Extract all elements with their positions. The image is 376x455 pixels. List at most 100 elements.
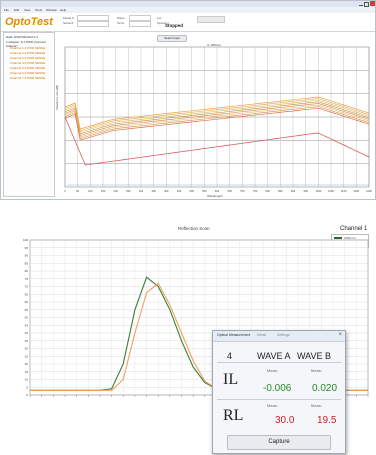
y-tick-label: 20: [25, 362, 29, 366]
minimize-icon[interactable]: [359, 2, 363, 6]
il-plot-svg: 0 50 100 150 200 250 300 350 400 450 500 550 600 650 7…: [64, 46, 372, 193]
select-input-button[interactable]: Select Input: [157, 35, 187, 42]
data-point: [99, 389, 101, 391]
optical-measurement-dialog: Optical Measurement Detail Settings × 4 …: [212, 330, 346, 454]
data-point: [204, 380, 206, 382]
x-tick-label: 550: [202, 189, 207, 193]
il-curve: [64, 107, 370, 141]
rl-wave-a-value: 30.0: [275, 415, 295, 426]
data-point: [192, 360, 194, 362]
y-tick-label: 65: [25, 292, 29, 296]
dialog-divider: [217, 399, 341, 400]
menu-file[interactable]: File: [4, 8, 9, 12]
x-tick-label: 1050: [328, 189, 334, 193]
x-tick-label: 100: [88, 189, 93, 193]
header-field-temp: Temp: [117, 21, 125, 25]
x-tick-label: 500: [190, 189, 195, 193]
app-logo: OptoTest: [5, 16, 53, 28]
x-tick-label: 600: [215, 189, 220, 193]
meas-label: Meas:: [267, 403, 278, 408]
data-point: [122, 379, 124, 380]
wave-input[interactable]: [129, 15, 151, 21]
x-axis-label: Wavelength: [207, 194, 223, 198]
data-point: [87, 389, 89, 391]
dialog-tab-detail[interactable]: Detail: [257, 333, 266, 337]
x-tick-label: 150: [101, 189, 106, 193]
il-wave-b-value: 0.020: [312, 383, 338, 394]
y-tick-label: 0: [26, 393, 28, 397]
legend-label-1550: 1550 nm: [344, 236, 356, 240]
il-curve: [64, 98, 370, 132]
title-bar: [1, 1, 375, 7]
menu-help[interactable]: Help: [60, 8, 67, 12]
device-item[interactable]: Channel 2-3 PWR SENSE: [10, 51, 46, 55]
device-item[interactable]: Channel 1-3 PWR SENSE: [10, 46, 46, 50]
plot-title: IL 1550nm: [207, 43, 222, 47]
insertion-loss-plot: Select Input IL 1550nm Insertion Loss (d…: [55, 32, 375, 199]
y-tick-label: 100: [23, 238, 28, 242]
plot-curves: [64, 96, 370, 186]
result-indicator: [197, 16, 225, 23]
x-tick-label: 0: [64, 189, 66, 193]
chart-title: Reflection Scan: [178, 226, 210, 231]
il-curve: [64, 99, 370, 133]
y-tick-label: 85: [25, 261, 29, 265]
capture-button[interactable]: Capture: [227, 435, 331, 450]
status-label: Stopped: [165, 23, 183, 28]
close-icon[interactable]: [370, 1, 375, 6]
menu-view[interactable]: View: [24, 8, 31, 12]
il-curve: [64, 101, 370, 135]
data-point: [41, 389, 43, 391]
header-field-lot: Lot: [157, 16, 162, 20]
il-curve: [64, 103, 370, 136]
y-tick-label: 10: [25, 378, 29, 382]
x-tick-label: 900: [291, 189, 296, 193]
header-panel: OptoTest Model # Serial # Wave Temp Lot …: [1, 13, 375, 32]
device-item[interactable]: Channel 3-3 PWR SENSE: [10, 56, 46, 60]
y-tick-label: 75: [25, 277, 29, 281]
device-tree-panel: Data: DSWV0010v0.0.3 1-Adapter: 6-1 PWR …: [3, 32, 55, 197]
x-tick-label: 750: [253, 189, 258, 193]
menu-tools[interactable]: Tools: [35, 8, 43, 12]
y-tick-label: 35: [25, 339, 29, 343]
data-point: [111, 389, 112, 391]
x-tick-label: 400: [164, 189, 169, 193]
device-item[interactable]: Channel 7-3 PWR SENSE: [10, 76, 46, 80]
device-item[interactable]: Channel 6-3 PWR SENSE: [10, 71, 46, 75]
menu-edit[interactable]: Edit: [14, 8, 20, 12]
dialog-close-icon[interactable]: ×: [338, 332, 342, 338]
device-item[interactable]: Channel 5-3 PWR SENSE: [10, 66, 46, 70]
device-item[interactable]: Channel 4-3 PWR SENSE: [10, 61, 46, 65]
dialog-tab-settings[interactable]: Settings: [277, 333, 290, 337]
x-tick-label: 1000: [315, 189, 321, 193]
dialog-divider: [217, 362, 341, 363]
x-tick-label: 700: [240, 189, 245, 193]
y-tick-label: 5: [26, 385, 28, 389]
header-field-operator: Operator: [157, 21, 169, 25]
y-tick-labels: 1009590858075706560555045403530252015105…: [23, 238, 28, 397]
serial-input[interactable]: [77, 21, 109, 27]
menu-window[interactable]: Window: [46, 8, 57, 12]
column-wave-a: WAVE A: [257, 351, 291, 361]
y-tick-label: 45: [25, 323, 29, 327]
data-point: [192, 366, 194, 368]
y-tick-label: 70: [25, 285, 29, 289]
channel-label: Channel 1: [340, 226, 368, 232]
x-tick-label: 650: [228, 189, 233, 193]
dialog-tab-measurement[interactable]: Optical Measurement: [217, 333, 251, 337]
temp-input[interactable]: [129, 21, 151, 27]
y-tick-label: 25: [25, 354, 29, 358]
data-point: [157, 286, 159, 287]
x-tick-label: 250: [126, 189, 131, 193]
y-tick-label: 90: [25, 254, 29, 258]
application-window: File Edit View Tools Window Help OptoTes…: [0, 0, 376, 200]
x-tick-label: 1150: [354, 189, 360, 193]
data-point: [169, 309, 171, 311]
model-input[interactable]: [77, 15, 109, 21]
maximize-icon[interactable]: [364, 2, 369, 7]
y-tick-label: 60: [25, 300, 29, 304]
il-curve: [64, 96, 370, 130]
plot-grid: [64, 46, 370, 188]
data-point: [204, 382, 206, 383]
rl-wave-b-value: 19.5: [317, 415, 337, 426]
